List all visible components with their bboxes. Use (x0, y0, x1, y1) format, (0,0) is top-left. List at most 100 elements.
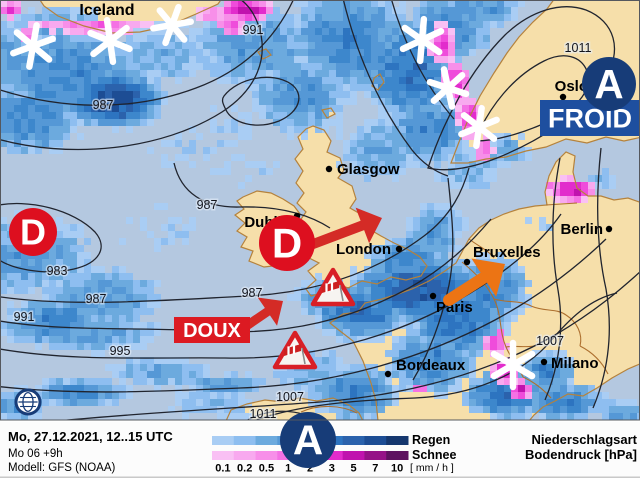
rain-scale-segment (342, 436, 365, 445)
rain-cell (231, 70, 238, 77)
rain-cell (392, 105, 399, 112)
rain-cell (105, 378, 112, 385)
rain-cell (84, 14, 91, 21)
rain-cell (7, 266, 14, 273)
rain-cell (406, 154, 413, 161)
rain-cell (378, 91, 385, 98)
rain-cell (469, 329, 476, 336)
country-border (522, 376, 552, 399)
rain-cell (28, 105, 35, 112)
rain-cell (91, 301, 98, 308)
rain-cell (182, 147, 189, 154)
rain-cell (448, 371, 455, 378)
snow-cell (224, 0, 231, 7)
rain-cell (476, 252, 483, 259)
rain-cell (91, 105, 98, 112)
rain-cell (231, 105, 238, 112)
rain-cell (357, 329, 364, 336)
rain-cell (49, 399, 56, 406)
rain-cell (112, 119, 119, 126)
rain-cell (203, 63, 210, 70)
rain-cell (371, 245, 378, 252)
rain-cell (63, 105, 70, 112)
rain-cell (126, 70, 133, 77)
rain-cell (42, 84, 49, 91)
rain-cell (119, 273, 126, 280)
rain-cell (126, 315, 133, 322)
rain-cell (14, 329, 21, 336)
rain-cell (455, 308, 462, 315)
rain-cell (343, 413, 350, 420)
rain-cell (567, 406, 574, 413)
rain-cell (154, 91, 161, 98)
rain-cell (350, 294, 357, 301)
rain-cell (294, 35, 301, 42)
rain-cell (420, 63, 427, 70)
rain-cell (133, 336, 140, 343)
city-label: Bruxelles (473, 244, 541, 261)
rain-cell (483, 182, 490, 189)
legend-pressure-title: Bodendruck [hPa] (525, 447, 637, 462)
rain-cell (462, 392, 469, 399)
rain-cell (224, 42, 231, 49)
country-border (545, 202, 578, 206)
rain-cell (322, 63, 329, 70)
rain-cell (476, 385, 483, 392)
rain-cell (77, 224, 84, 231)
rain-cell (434, 154, 441, 161)
rain-cell (560, 364, 567, 371)
rain-cell (581, 385, 588, 392)
rain-cell (0, 399, 7, 406)
rain-cell (189, 140, 196, 147)
rain-cell (224, 140, 231, 147)
rain-cell (147, 336, 154, 343)
rain-cell (616, 406, 623, 413)
rain-cell (455, 336, 462, 343)
rain-cell (7, 301, 14, 308)
rain-cell (287, 42, 294, 49)
rain-cell (406, 70, 413, 77)
rain-cell (329, 56, 336, 63)
rain-cell (161, 203, 168, 210)
rain-cell (322, 91, 329, 98)
rain-cell (413, 217, 420, 224)
rain-cell (371, 147, 378, 154)
rain-cell (119, 119, 126, 126)
rain-cell (483, 252, 490, 259)
rain-cell (84, 63, 91, 70)
pressure-letter: D (272, 220, 302, 267)
rain-cell (399, 126, 406, 133)
rain-cell (63, 238, 70, 245)
rain-cell (371, 21, 378, 28)
rain-cell (308, 105, 315, 112)
rain-cell (504, 308, 511, 315)
rain-cell (406, 63, 413, 70)
snow-cell (133, 21, 140, 28)
rain-cell (455, 259, 462, 266)
rain-cell (7, 252, 14, 259)
rain-cell (413, 7, 420, 14)
rain-cell (0, 112, 7, 119)
rain-cell (406, 238, 413, 245)
rain-cell (322, 364, 329, 371)
scale-tick-label: 7 (372, 463, 378, 475)
rain-cell (329, 364, 336, 371)
rain-cell (105, 399, 112, 406)
rain-cell (70, 84, 77, 91)
rain-cell (189, 399, 196, 406)
rain-cell (455, 273, 462, 280)
rain-cell (56, 266, 63, 273)
rain-cell (140, 105, 147, 112)
rain-cell (455, 343, 462, 350)
rain-cell (343, 49, 350, 56)
rain-cell (224, 378, 231, 385)
rain-cell (448, 0, 455, 7)
rain-cell (140, 301, 147, 308)
rain-cell (364, 273, 371, 280)
rain-cell (420, 84, 427, 91)
rain-cell (420, 105, 427, 112)
rain-cell (154, 35, 161, 42)
rain-cell (308, 385, 315, 392)
rain-cell (546, 350, 553, 357)
